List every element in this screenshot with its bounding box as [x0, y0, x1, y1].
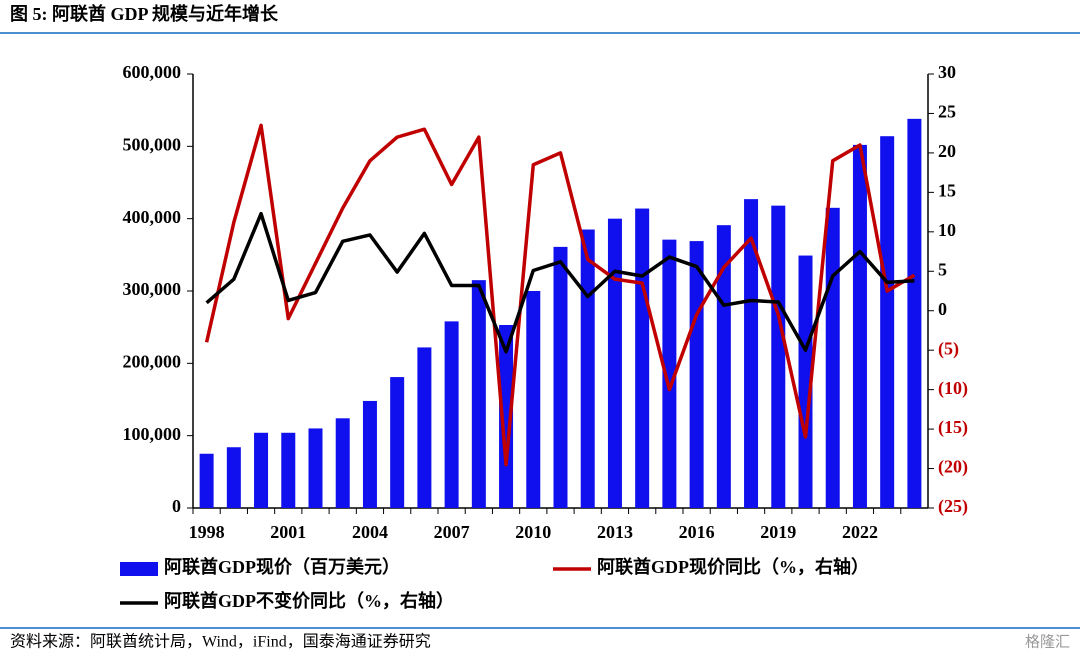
y2-tick-label: 0 [938, 299, 947, 319]
y2-tick-label: (5) [938, 338, 959, 359]
watermark: 格隆汇 [1025, 633, 1070, 650]
bar [417, 347, 432, 508]
legend-label: 阿联酋GDP现价（百万美元） [164, 556, 400, 577]
bar [798, 255, 813, 508]
y2-tick-label: (15) [938, 417, 968, 438]
y2-tick-label: 15 [938, 180, 956, 200]
bar [499, 324, 514, 508]
y-tick-label: 200,000 [123, 351, 182, 371]
y2-tick-label: (25) [938, 496, 968, 517]
legend-label: 阿联酋GDP现价同比（%，右轴） [597, 556, 869, 577]
chart-title: 图 5: 阿联酋 GDP 规模与近年增长 [10, 3, 279, 24]
bar [635, 208, 650, 509]
bar [390, 377, 405, 508]
bar [362, 400, 377, 508]
bar [852, 144, 867, 509]
bar [553, 246, 568, 509]
bar [580, 229, 595, 508]
line-series [205, 211, 915, 354]
bar [335, 418, 350, 508]
bar [662, 239, 677, 509]
bar [254, 432, 269, 508]
x-tick-label: 2010 [515, 522, 551, 542]
bar [716, 225, 731, 508]
line-series [204, 123, 916, 467]
bar [281, 432, 296, 508]
y-tick-label: 100,000 [123, 424, 182, 444]
bar [526, 291, 541, 508]
source-note: 资料来源：阿联酋统计局，Wind，iFind，国泰海通证券研究 [10, 633, 431, 651]
bar [744, 199, 759, 509]
x-tick-label: 2022 [842, 522, 878, 542]
y2-tick-label: (10) [938, 378, 968, 399]
x-tick-label: 2001 [270, 522, 306, 542]
bar [444, 321, 459, 508]
y-tick-label: 300,000 [123, 279, 182, 299]
x-tick-label: 1998 [189, 522, 225, 542]
legend-label: 阿联酋GDP不变价同比（%，右轴） [164, 590, 454, 611]
y-tick-label: 0 [172, 496, 181, 516]
bar [199, 453, 214, 508]
x-tick-label: 2019 [760, 522, 796, 542]
y-tick-label: 400,000 [123, 207, 182, 227]
x-tick-label: 2013 [597, 522, 633, 542]
x-tick-label: 2007 [434, 522, 470, 542]
bar [471, 280, 486, 508]
bar [226, 447, 241, 508]
bar [771, 205, 786, 508]
y2-tick-label: 25 [938, 102, 956, 122]
bar [907, 118, 922, 508]
y2-tick-label: 10 [938, 220, 956, 240]
x-tick-label: 2016 [679, 522, 715, 542]
bar [880, 136, 895, 508]
y-tick-label: 500,000 [123, 134, 182, 154]
bar [689, 241, 704, 508]
y2-tick-label: 5 [938, 259, 947, 279]
legend-swatch [120, 562, 158, 576]
y2-tick-label: (20) [938, 457, 968, 478]
bar [607, 218, 622, 508]
y2-tick-label: 30 [938, 62, 956, 82]
x-tick-label: 2004 [352, 522, 388, 542]
bar [308, 428, 323, 508]
y2-tick-label: 20 [938, 141, 956, 161]
y-tick-label: 600,000 [123, 62, 182, 82]
bar [825, 207, 840, 509]
